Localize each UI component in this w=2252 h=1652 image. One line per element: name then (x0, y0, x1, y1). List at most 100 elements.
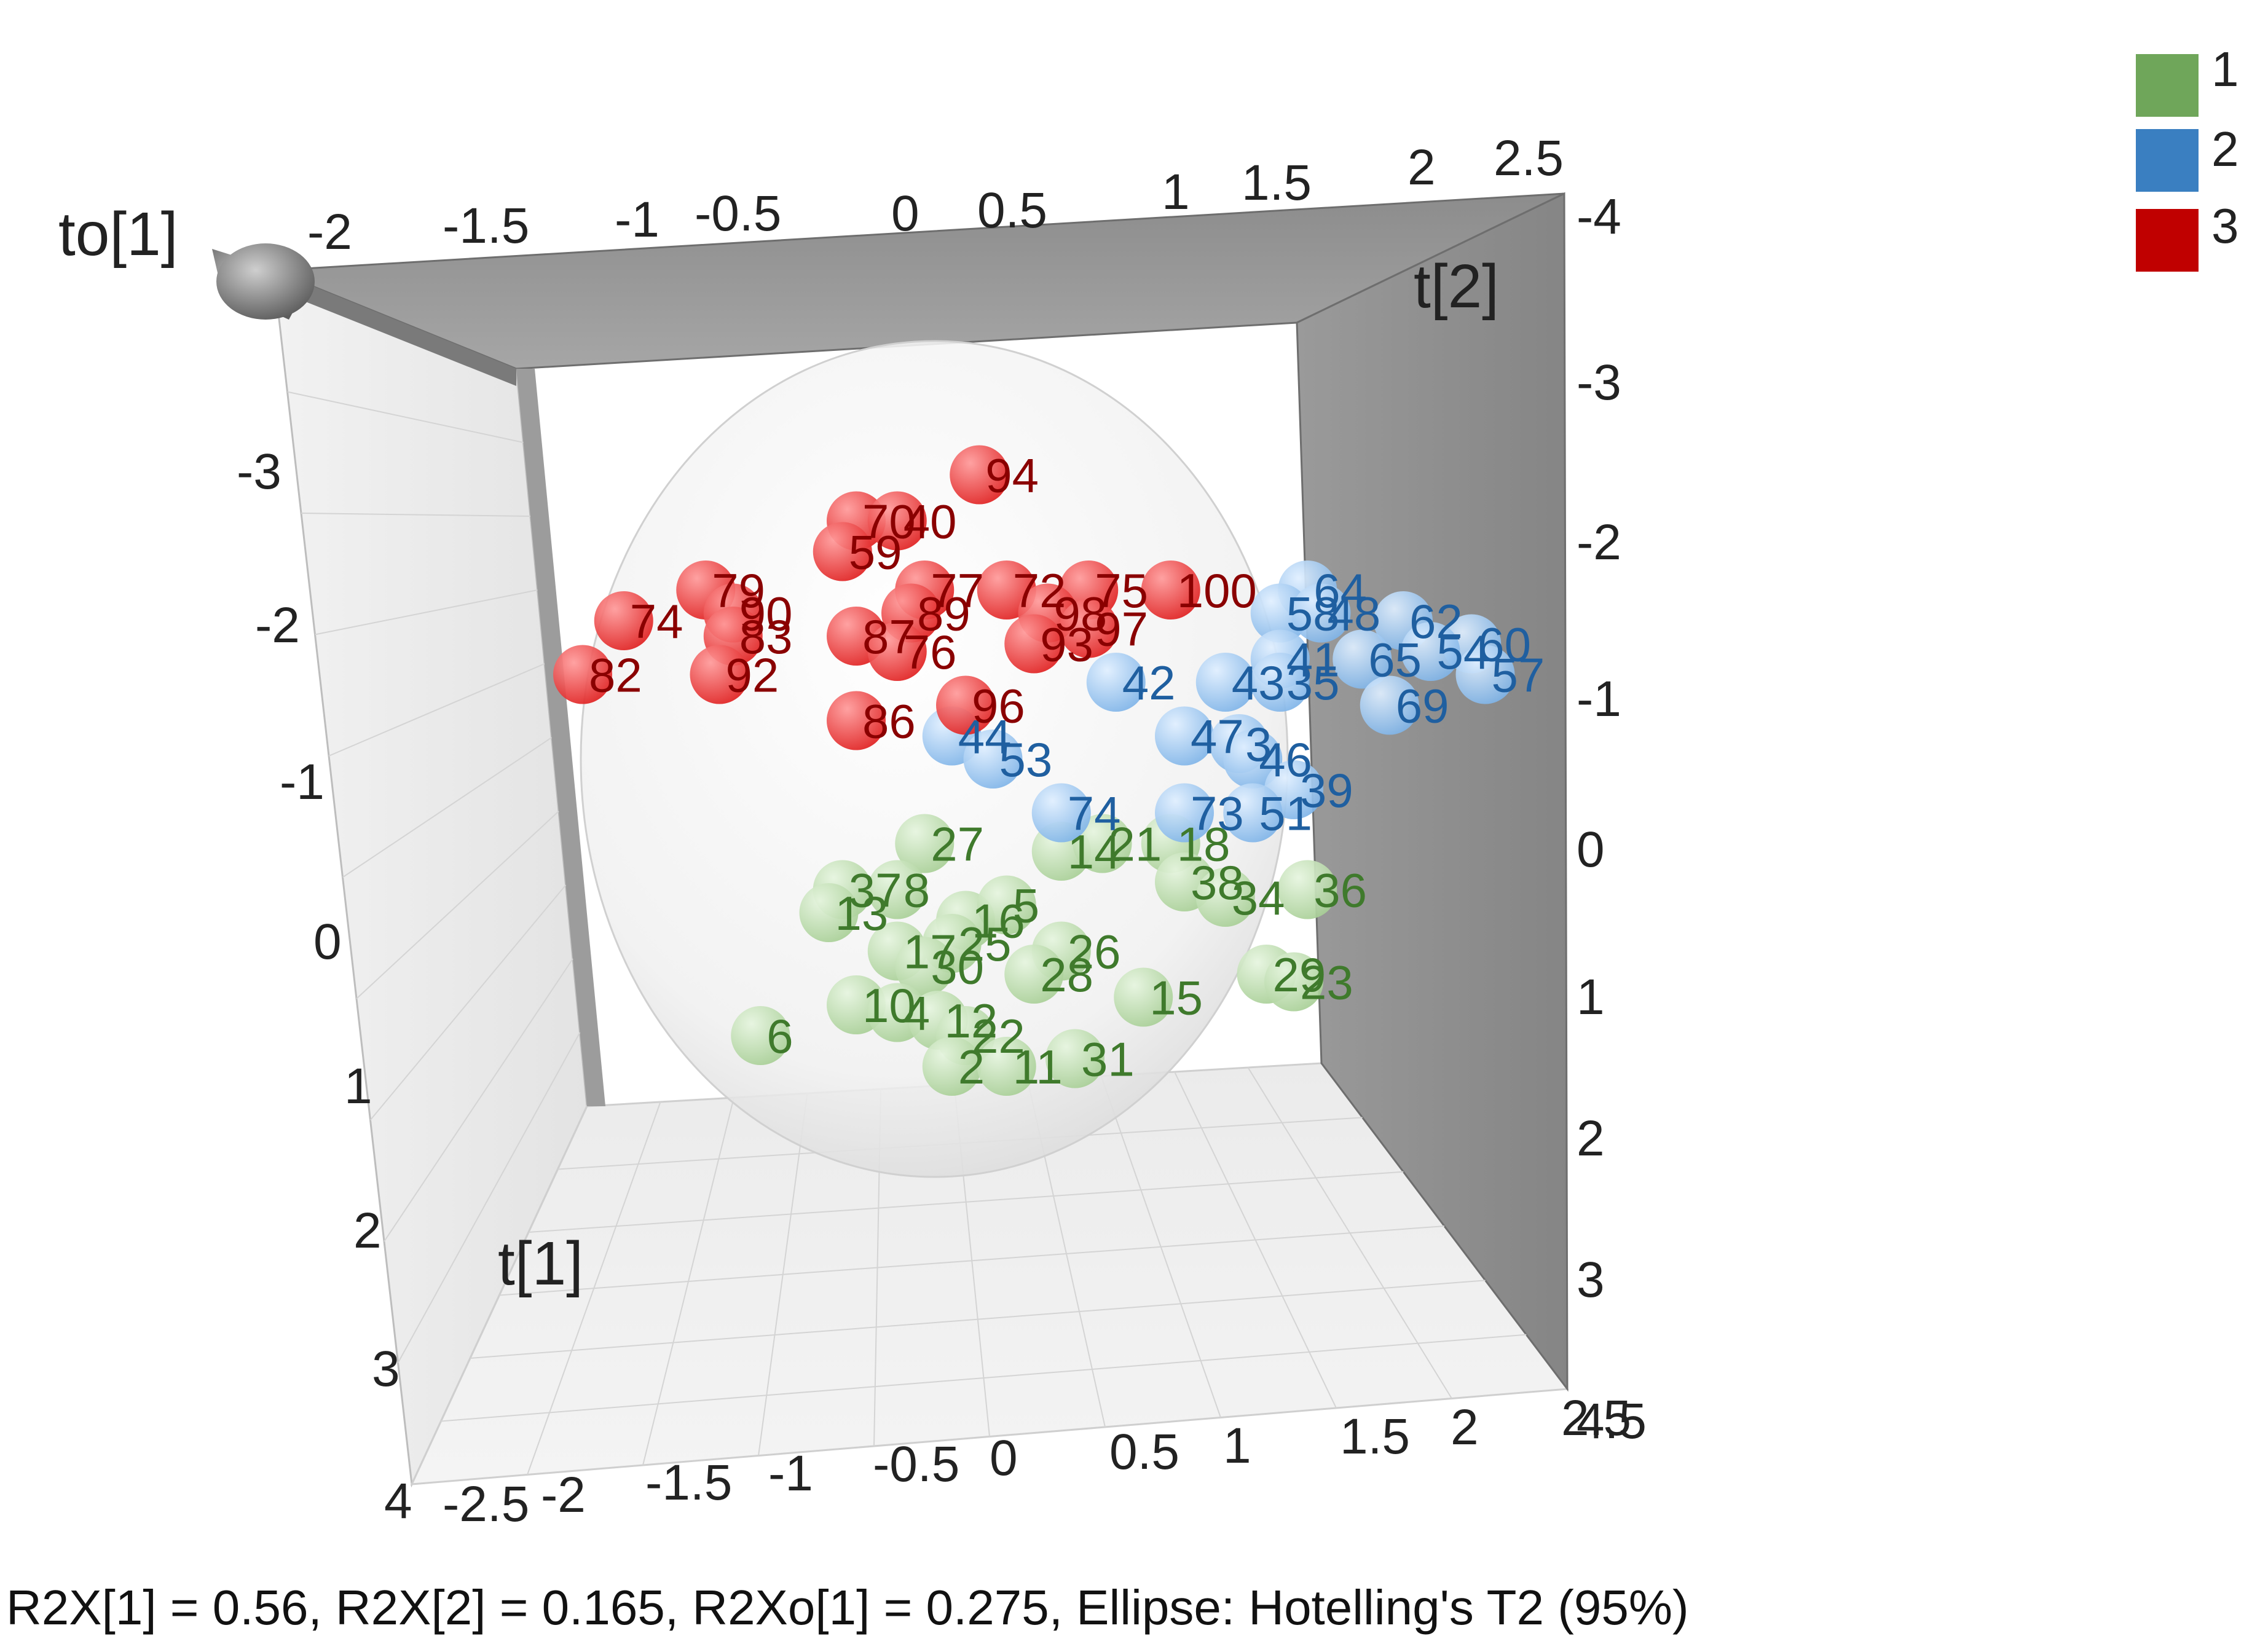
point-label-3-40: 40 (904, 495, 957, 549)
z-tick-7: 4 (384, 1473, 412, 1529)
point-series-3-94[interactable] (950, 445, 1009, 505)
point-label-1-12: 12 (945, 994, 998, 1048)
point-series-2-58[interactable] (1250, 583, 1310, 643)
z-tick-3: 0 (313, 914, 342, 970)
point-series-3-97[interactable] (1059, 599, 1119, 658)
point-label-1-37: 37 (849, 863, 902, 918)
point-label-1-22: 22 (972, 1009, 1025, 1063)
point-label-1-4: 4 (904, 986, 930, 1040)
right-wall (1296, 192, 1569, 1392)
z-tick-2: -1 (280, 754, 325, 810)
point-label-2-57: 57 (1492, 648, 1545, 702)
point-series-1-8[interactable] (867, 860, 927, 919)
point-series-2-54[interactable] (1401, 622, 1460, 681)
point-series-3-82[interactable] (553, 645, 612, 704)
point-series-2-43[interactable] (1195, 653, 1255, 712)
point-series-1-5[interactable] (977, 875, 1036, 935)
point-label-2-48: 48 (1328, 587, 1381, 641)
point-label-1-29: 29 (1273, 948, 1326, 1002)
point-label-1-5: 5 (1013, 879, 1039, 933)
point-label-1-36: 36 (1313, 863, 1367, 918)
point-label-3-77: 77 (931, 564, 984, 618)
point-series-1-27[interactable] (895, 814, 955, 873)
point-series-2-42[interactable] (1086, 653, 1146, 712)
x-tick-top-3: -0.5 (695, 186, 781, 242)
point-series-2-46[interactable] (1223, 730, 1283, 789)
point-label-2-42: 42 (1122, 656, 1176, 710)
point-series-2-65[interactable] (1333, 629, 1392, 689)
point-series-2-47[interactable] (1155, 706, 1214, 766)
x-tick-bottom-2: -1.5 (645, 1455, 732, 1511)
x-tick-bottom-1: -2 (541, 1467, 586, 1523)
y-tick-1: -3 (1577, 355, 1621, 411)
point-series-2-57[interactable] (1455, 645, 1515, 704)
x-tick-bottom-5: 0 (990, 1430, 1018, 1486)
x-tick-top-2: -1 (615, 192, 659, 248)
point-series-1-31[interactable] (1045, 1029, 1104, 1088)
point-series-1-6[interactable] (731, 1006, 790, 1065)
rotation-arrow-icon[interactable] (212, 243, 315, 320)
legend-swatch-3 (2136, 209, 2199, 272)
point-series-3-76[interactable] (867, 622, 927, 681)
y-tick-0: -4 (1577, 189, 1621, 245)
x-tick-top-0: -2 (307, 204, 352, 260)
point-label-1-23: 23 (1300, 956, 1353, 1010)
point-label-3-92: 92 (726, 648, 779, 702)
point-series-3-74[interactable] (594, 591, 653, 650)
point-label-1-25: 25 (958, 917, 1012, 971)
y-tick-3: -1 (1577, 671, 1621, 727)
point-series-3-100[interactable] (1141, 560, 1200, 620)
point-series-3-96[interactable] (936, 675, 995, 735)
point-series-3-93[interactable] (1004, 614, 1064, 674)
legend-swatch-2 (2136, 129, 2199, 192)
legend: 1 2 3 (2136, 42, 2239, 272)
point-series-1-30[interactable] (895, 937, 955, 996)
point-series-1-36[interactable] (1278, 860, 1337, 919)
point-label-3-98: 98 (1054, 587, 1108, 641)
legend-label-2: 2 (2211, 122, 2239, 176)
x-tick-labels: -2.5 -2 -1.5 -1 -0.5 0 0.5 1 1.5 2 2.5 (443, 1390, 1631, 1532)
y-tick-5: 1 (1577, 969, 1605, 1025)
z-tick-labels: -3 -2 -1 0 1 2 3 4 (237, 444, 412, 1529)
point-series-1-28[interactable] (1004, 945, 1064, 1004)
point-label-1-16: 16 (972, 894, 1025, 948)
x-tick-top-4: 0 (891, 186, 919, 242)
point-label-1-31: 31 (1081, 1032, 1135, 1087)
point-series-1-21[interactable] (1073, 814, 1132, 873)
x-tick-bottom-4: -0.5 (873, 1436, 959, 1492)
point-series-1-2[interactable] (922, 1037, 982, 1096)
ceiling-edge (274, 270, 516, 386)
point-series-1-11[interactable] (977, 1037, 1036, 1096)
point-series-2-74[interactable] (1031, 783, 1091, 843)
point-series-2-69[interactable] (1360, 675, 1419, 735)
point-label-1-14: 14 (1068, 825, 1121, 879)
point-series-3-40[interactable] (867, 491, 927, 551)
point-label-2-65: 65 (1368, 633, 1422, 687)
point-series-3-86[interactable] (827, 691, 886, 750)
point-series-1-34[interactable] (1195, 868, 1255, 927)
y-tick-labels: -4 -3 -2 -1 0 1 2 3 4.5 (1577, 189, 1647, 1449)
point-label-3-59: 59 (849, 525, 902, 580)
point-series-1-13[interactable] (799, 883, 859, 942)
x-tick-bottom-6: 0.5 (1109, 1424, 1179, 1480)
point-label-2-73: 73 (1191, 787, 1244, 841)
point-label-1-28: 28 (1040, 948, 1093, 1002)
point-series-1-15[interactable] (1114, 967, 1173, 1027)
legend-swatch-1 (2136, 54, 2199, 117)
axis-label-y: t[2] (1414, 252, 1499, 321)
point-label-2-69: 69 (1396, 679, 1449, 733)
point-series-2-35[interactable] (1250, 653, 1310, 712)
x-tick-bottom-3: -1 (768, 1446, 813, 1501)
point-series-3-92[interactable] (690, 645, 749, 704)
point-series-2-48[interactable] (1291, 583, 1351, 643)
point-label-1-11: 11 (1013, 1040, 1063, 1094)
point-series-2-51[interactable] (1223, 783, 1283, 843)
point-series-2-53[interactable] (963, 730, 1023, 789)
point-series-3-59[interactable] (813, 522, 872, 581)
point-series-1-23[interactable] (1264, 952, 1323, 1012)
point-label-1-8: 8 (904, 863, 930, 918)
point-label-3-79: 79 (712, 564, 765, 618)
point-series-2-73[interactable] (1155, 783, 1214, 843)
y-tick-4: 0 (1577, 822, 1605, 878)
point-label-2-54: 54 (1437, 625, 1490, 679)
